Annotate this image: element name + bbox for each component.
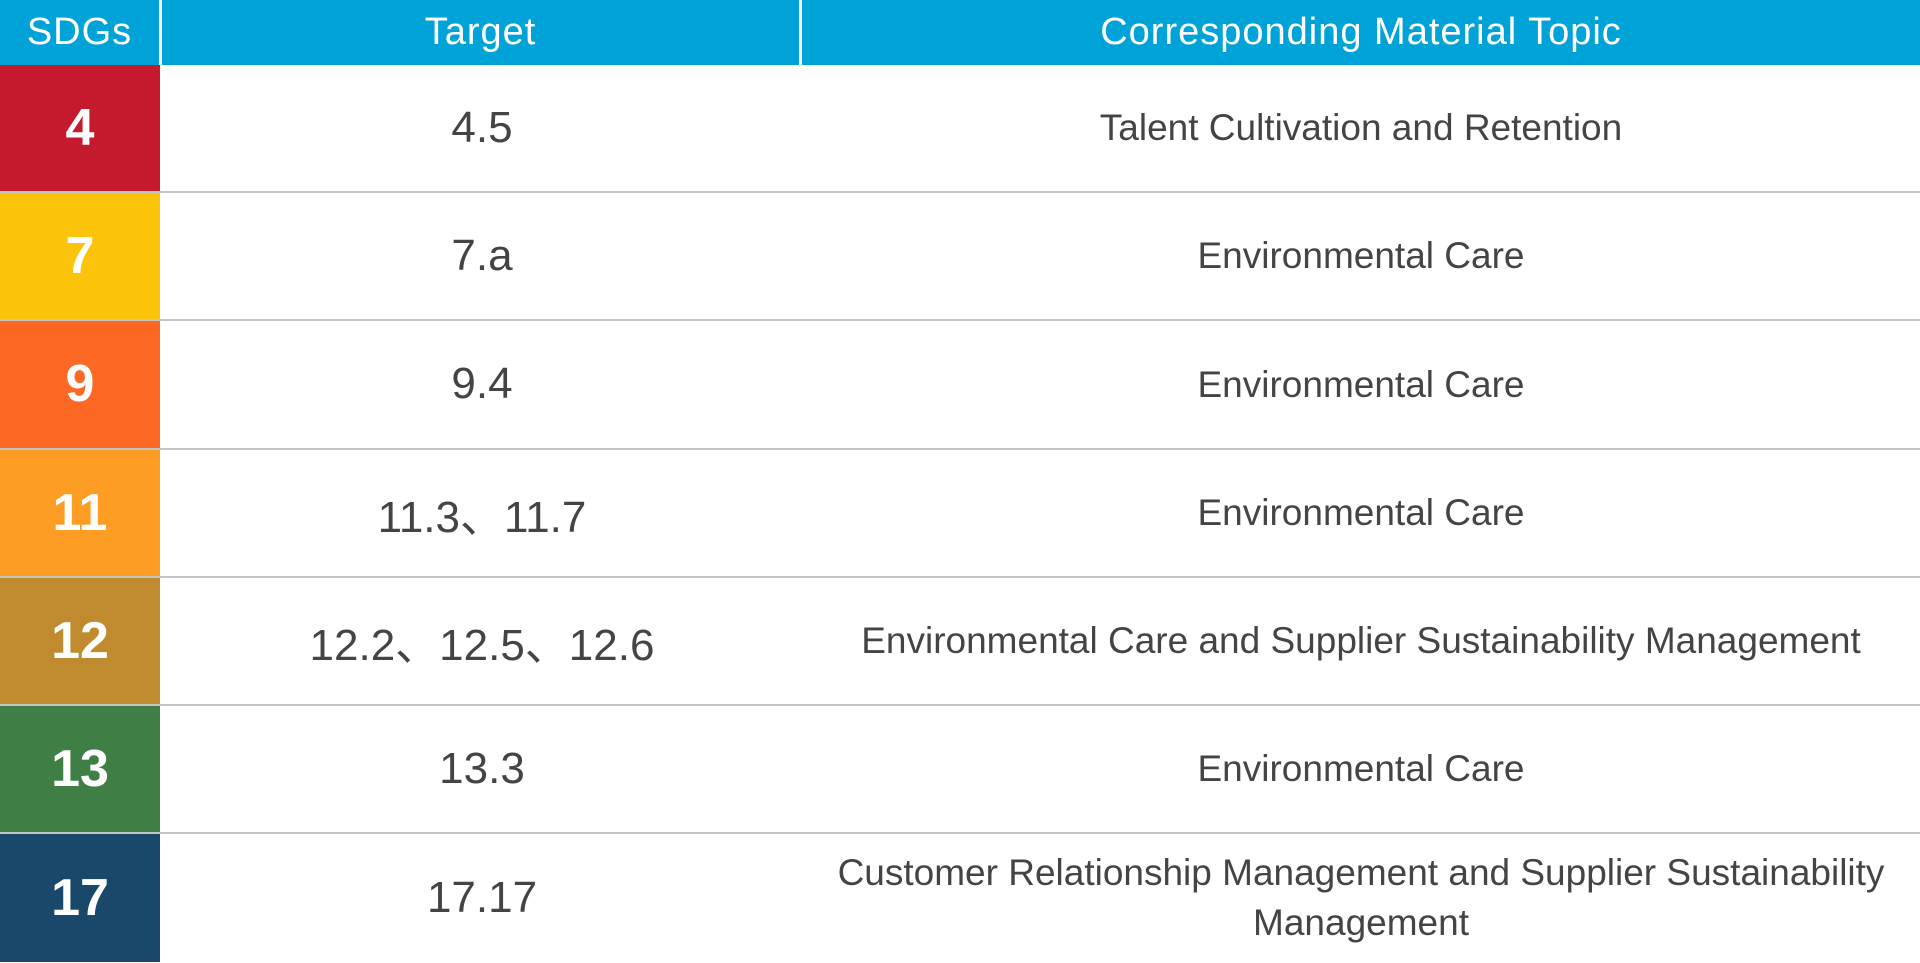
target-cell: 13.3 [439,744,525,794]
topic-cell: Environmental Care [1197,491,1525,533]
table-row: 11 11.3、11.7 Environmental Care [0,449,1920,578]
sdg-badge: 11 [0,449,162,576]
target-cell: 7.a [451,231,513,281]
target-cell: 4.5 [451,103,513,153]
sdg-badge: 4 [0,65,162,192]
topic-cell: Environmental Care [1197,235,1525,277]
sdg-badge: 17 [0,834,162,963]
topic-cell: Environmental Care and Supplier Sustaina… [861,619,1861,661]
sdg-badge: 7 [0,193,162,320]
sdg-badge: 9 [0,321,162,448]
header-target: Target [162,0,802,65]
topic-cell: Environmental Care [1197,748,1525,790]
table-row: 7 7.a Environmental Care [0,193,1920,322]
table-row: 12 12.2、12.5、12.6 Environmental Care and… [0,577,1920,706]
target-cell: 17.17 [426,873,538,923]
table-row: 17 17.17 Customer Relationship Managemen… [0,834,1920,963]
table-header: SDGs Target Corresponding Material Topic [0,0,1920,65]
target-cell: 9.4 [451,359,513,409]
table-row: 13 13.3 Environmental Care [0,705,1920,835]
topic-cell: Environmental Care [1197,363,1525,405]
topic-cell: Customer Relationship Management and Sup… [837,852,1885,944]
table-row: 4 4.5 Talent Cultivation and Retention [0,65,1920,194]
header-topic: Corresponding Material Topic [1100,11,1622,53]
target-cell: 11.3、11.7 [377,492,587,542]
header-sdgs: SDGs [0,0,162,65]
sdg-badge: 13 [0,705,162,833]
topic-cell: Talent Cultivation and Retention [1099,107,1623,149]
table-row: 9 9.4 Environmental Care [0,321,1920,450]
target-cell: 12.2、12.5、12.6 [309,620,655,670]
sdg-badge: 12 [0,577,162,704]
